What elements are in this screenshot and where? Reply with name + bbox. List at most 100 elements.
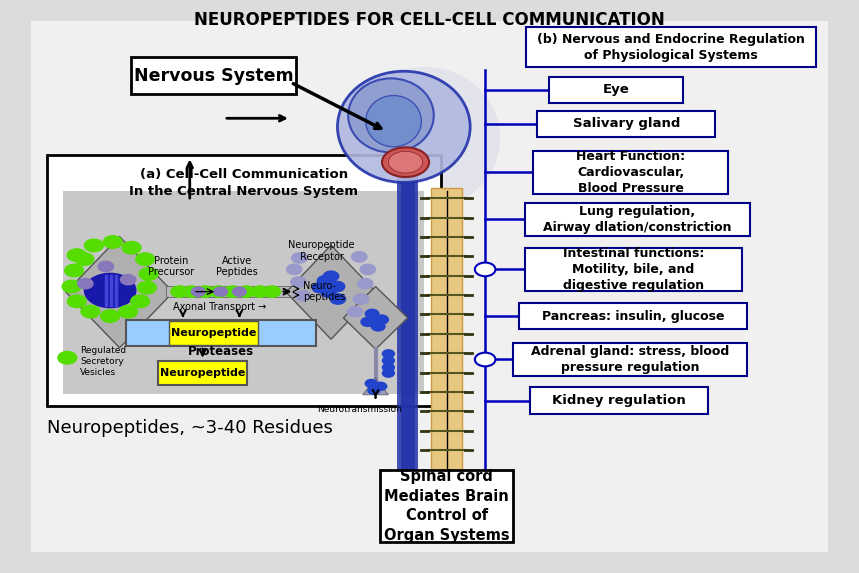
Circle shape xyxy=(365,379,377,387)
Circle shape xyxy=(77,278,93,289)
Circle shape xyxy=(84,239,103,252)
Circle shape xyxy=(292,253,307,263)
Circle shape xyxy=(120,274,136,285)
FancyBboxPatch shape xyxy=(169,321,259,345)
Ellipse shape xyxy=(366,96,422,147)
Circle shape xyxy=(351,252,367,262)
Circle shape xyxy=(183,286,200,297)
Text: (b) Nervous and Endocrine Regulation
of Physiological Systems: (b) Nervous and Endocrine Regulation of … xyxy=(537,33,805,61)
FancyBboxPatch shape xyxy=(158,360,247,384)
Circle shape xyxy=(264,286,281,297)
Text: Pancreas: insulin, glucose: Pancreas: insulin, glucose xyxy=(542,309,724,323)
Circle shape xyxy=(58,351,76,364)
Circle shape xyxy=(357,278,373,289)
Ellipse shape xyxy=(388,151,423,173)
Ellipse shape xyxy=(338,71,470,182)
FancyBboxPatch shape xyxy=(520,303,747,329)
Circle shape xyxy=(375,315,388,324)
Circle shape xyxy=(238,286,255,297)
Circle shape xyxy=(64,264,83,277)
Text: Active
Peptides: Active Peptides xyxy=(216,256,258,277)
Circle shape xyxy=(360,264,375,274)
Text: Neurotransmission: Neurotransmission xyxy=(317,405,402,414)
Circle shape xyxy=(119,305,137,318)
Circle shape xyxy=(98,261,113,272)
Text: Axonal Transport →: Axonal Transport → xyxy=(174,302,266,312)
Circle shape xyxy=(67,295,86,308)
Text: Neuro-
peptides: Neuro- peptides xyxy=(302,281,345,303)
Circle shape xyxy=(295,291,310,301)
Circle shape xyxy=(312,282,327,293)
Circle shape xyxy=(320,287,336,297)
FancyBboxPatch shape xyxy=(63,191,423,394)
Circle shape xyxy=(317,276,332,286)
Circle shape xyxy=(475,262,496,276)
Circle shape xyxy=(103,236,122,248)
Ellipse shape xyxy=(382,147,430,177)
Text: Neuropeptide: Neuropeptide xyxy=(171,328,257,337)
Circle shape xyxy=(197,286,214,297)
Circle shape xyxy=(136,253,155,265)
Circle shape xyxy=(122,241,141,254)
Circle shape xyxy=(192,287,205,296)
Circle shape xyxy=(330,294,345,304)
Circle shape xyxy=(287,264,302,274)
Circle shape xyxy=(375,382,387,390)
Circle shape xyxy=(233,287,247,296)
FancyBboxPatch shape xyxy=(533,151,728,194)
FancyBboxPatch shape xyxy=(380,470,514,542)
Circle shape xyxy=(291,277,306,287)
Circle shape xyxy=(353,294,369,304)
FancyBboxPatch shape xyxy=(550,77,683,103)
Text: Salivary gland: Salivary gland xyxy=(573,117,680,131)
Polygon shape xyxy=(362,378,388,395)
Circle shape xyxy=(382,350,394,358)
FancyBboxPatch shape xyxy=(166,286,296,297)
Text: Proteases: Proteases xyxy=(188,345,254,358)
Ellipse shape xyxy=(348,79,434,152)
FancyBboxPatch shape xyxy=(131,57,296,95)
Text: NEUROPEPTIDES FOR CELL-CELL COMMUNICATION: NEUROPEPTIDES FOR CELL-CELL COMMUNICATIO… xyxy=(194,11,665,29)
Text: Eye: Eye xyxy=(603,83,630,96)
FancyBboxPatch shape xyxy=(538,111,716,137)
FancyBboxPatch shape xyxy=(431,189,462,478)
Circle shape xyxy=(81,305,100,318)
Text: Heart Function:
Cardiovascular,
Blood Pressure: Heart Function: Cardiovascular, Blood Pr… xyxy=(576,150,685,195)
Text: Lung regulation,
Airway dlation/constriction: Lung regulation, Airway dlation/constric… xyxy=(543,205,732,234)
Circle shape xyxy=(371,322,385,331)
Text: Neuropeptides, ~3-40 Residues: Neuropeptides, ~3-40 Residues xyxy=(47,419,332,437)
Text: Adrenal gland: stress, blood
pressure regulation: Adrenal gland: stress, blood pressure re… xyxy=(531,345,729,374)
Circle shape xyxy=(131,295,149,308)
Circle shape xyxy=(137,281,156,294)
Text: Spinal cord
Mediates Brain
Control of
Organ Systems: Spinal cord Mediates Brain Control of Or… xyxy=(384,469,509,543)
Polygon shape xyxy=(286,245,376,339)
FancyBboxPatch shape xyxy=(530,387,708,414)
Circle shape xyxy=(368,386,380,394)
Text: Neuropeptide: Neuropeptide xyxy=(160,368,246,378)
Ellipse shape xyxy=(350,67,500,210)
Circle shape xyxy=(323,271,338,281)
Text: Kidney regulation: Kidney regulation xyxy=(551,394,685,407)
Circle shape xyxy=(382,363,394,371)
Circle shape xyxy=(75,253,94,265)
FancyBboxPatch shape xyxy=(32,21,827,552)
Circle shape xyxy=(365,309,379,319)
Polygon shape xyxy=(344,286,408,349)
Text: Regulated
Secretory
Vesicles: Regulated Secretory Vesicles xyxy=(80,346,126,378)
Text: Protein
Precursor: Protein Precursor xyxy=(148,256,194,277)
Circle shape xyxy=(139,268,158,280)
Circle shape xyxy=(210,286,228,297)
Circle shape xyxy=(382,369,394,377)
Circle shape xyxy=(382,356,394,364)
Text: (a) Cell-Cell Communication
In the Central Nervous System: (a) Cell-Cell Communication In the Centr… xyxy=(129,168,358,198)
FancyBboxPatch shape xyxy=(126,320,316,346)
Circle shape xyxy=(62,280,81,293)
Circle shape xyxy=(224,286,241,297)
Circle shape xyxy=(347,307,362,317)
Circle shape xyxy=(84,273,136,308)
Circle shape xyxy=(171,286,188,297)
Polygon shape xyxy=(66,237,173,348)
FancyBboxPatch shape xyxy=(525,248,741,291)
Text: Intestinal functions:
Motility, bile, and
digestive regulation: Intestinal functions: Motility, bile, an… xyxy=(563,247,704,292)
Circle shape xyxy=(67,249,86,261)
